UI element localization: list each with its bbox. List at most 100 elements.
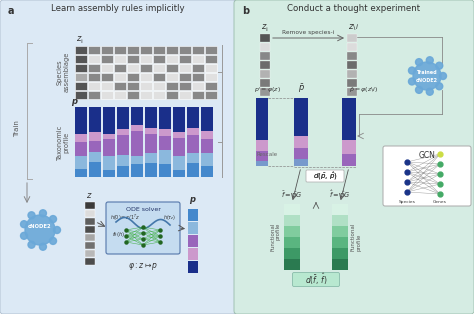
Bar [260,88,270,96]
Bar [188,261,198,273]
Bar [145,107,157,128]
Bar [187,153,199,163]
Bar [89,152,101,162]
Text: $d(\bar{p},\, \hat{p})$: $d(\bar{p},\, \hat{p})$ [312,170,337,182]
Bar [85,218,95,225]
Text: z: z [261,22,265,31]
Bar [205,91,217,99]
Circle shape [426,88,433,95]
Text: Species
assemblage: Species assemblage [56,52,70,92]
Bar [294,136,308,148]
Bar [101,55,113,63]
Bar [284,226,300,237]
Bar [342,98,356,140]
Bar [166,64,178,72]
Text: i: i [80,39,82,44]
Circle shape [20,221,27,228]
Bar [192,46,204,54]
Bar [145,128,157,133]
Bar [153,64,165,72]
Text: z: z [76,34,81,43]
Bar [347,43,357,51]
Bar [347,34,357,42]
Bar [140,82,152,90]
Bar [192,55,204,63]
Bar [342,154,356,166]
Bar [140,73,152,81]
Bar [103,139,115,156]
Text: $h(0)=z/1^Tz$: $h(0)=z/1^Tz$ [110,213,140,223]
Bar [179,64,191,72]
Text: $\backslash\, i$: $\backslash\, i$ [352,22,359,32]
Bar [166,82,178,90]
Bar [153,73,165,81]
Text: $d(\bar{p},\, \hat{p})$: $d(\bar{p},\, \hat{p})$ [312,171,337,182]
Bar [153,46,165,54]
Bar [103,107,115,133]
Circle shape [436,62,443,69]
Text: $\varphi : z \mapsto p$: $\varphi : z \mapsto p$ [128,261,158,272]
Bar [284,237,300,248]
FancyBboxPatch shape [383,146,471,206]
Bar [140,91,152,99]
Bar [332,226,348,237]
Bar [179,55,191,63]
Circle shape [54,226,61,234]
Bar [256,160,268,166]
Bar [153,82,165,90]
Bar [205,73,217,81]
Bar [188,235,198,247]
Bar [347,88,357,96]
Bar [89,107,101,132]
Bar [173,156,185,170]
Bar [145,133,157,153]
Bar [75,142,87,156]
Circle shape [49,216,56,223]
Bar [127,46,139,54]
Text: Learn assembly rules implicitly: Learn assembly rules implicitly [51,4,185,13]
Bar [260,79,270,87]
Bar [187,135,199,153]
Bar [188,248,198,260]
Bar [145,153,157,163]
Bar [75,91,87,99]
Bar [284,204,300,215]
Bar [127,55,139,63]
Text: $\bar{p}$: $\bar{p}$ [298,82,304,95]
Bar [201,139,213,153]
Bar [85,250,95,257]
Bar [140,46,152,54]
Bar [342,140,356,154]
Bar [75,107,87,133]
Bar [127,73,139,81]
Circle shape [20,232,27,239]
Text: $\bar{f} = \bar{p}G$: $\bar{f} = \bar{p}G$ [281,190,303,201]
Bar [88,46,100,54]
Bar [103,133,115,139]
Bar [187,128,199,135]
Bar [166,91,178,99]
Bar [88,55,100,63]
Bar [114,46,126,54]
Bar [85,226,95,233]
Circle shape [416,59,422,66]
Circle shape [49,237,56,244]
Bar [89,162,101,177]
Bar [75,156,87,169]
Bar [153,55,165,63]
Text: $h(\tau_z)$: $h(\tau_z)$ [163,213,176,222]
Bar [166,46,178,54]
Bar [75,46,87,54]
Bar [192,82,204,90]
Bar [179,73,191,81]
Bar [127,91,139,99]
Bar [85,258,95,265]
Circle shape [28,241,35,248]
Text: b: b [242,6,249,16]
Bar [89,132,101,141]
Circle shape [436,83,443,90]
Bar [75,64,87,72]
Bar [159,165,171,177]
Bar [294,159,308,166]
Bar [284,215,300,226]
